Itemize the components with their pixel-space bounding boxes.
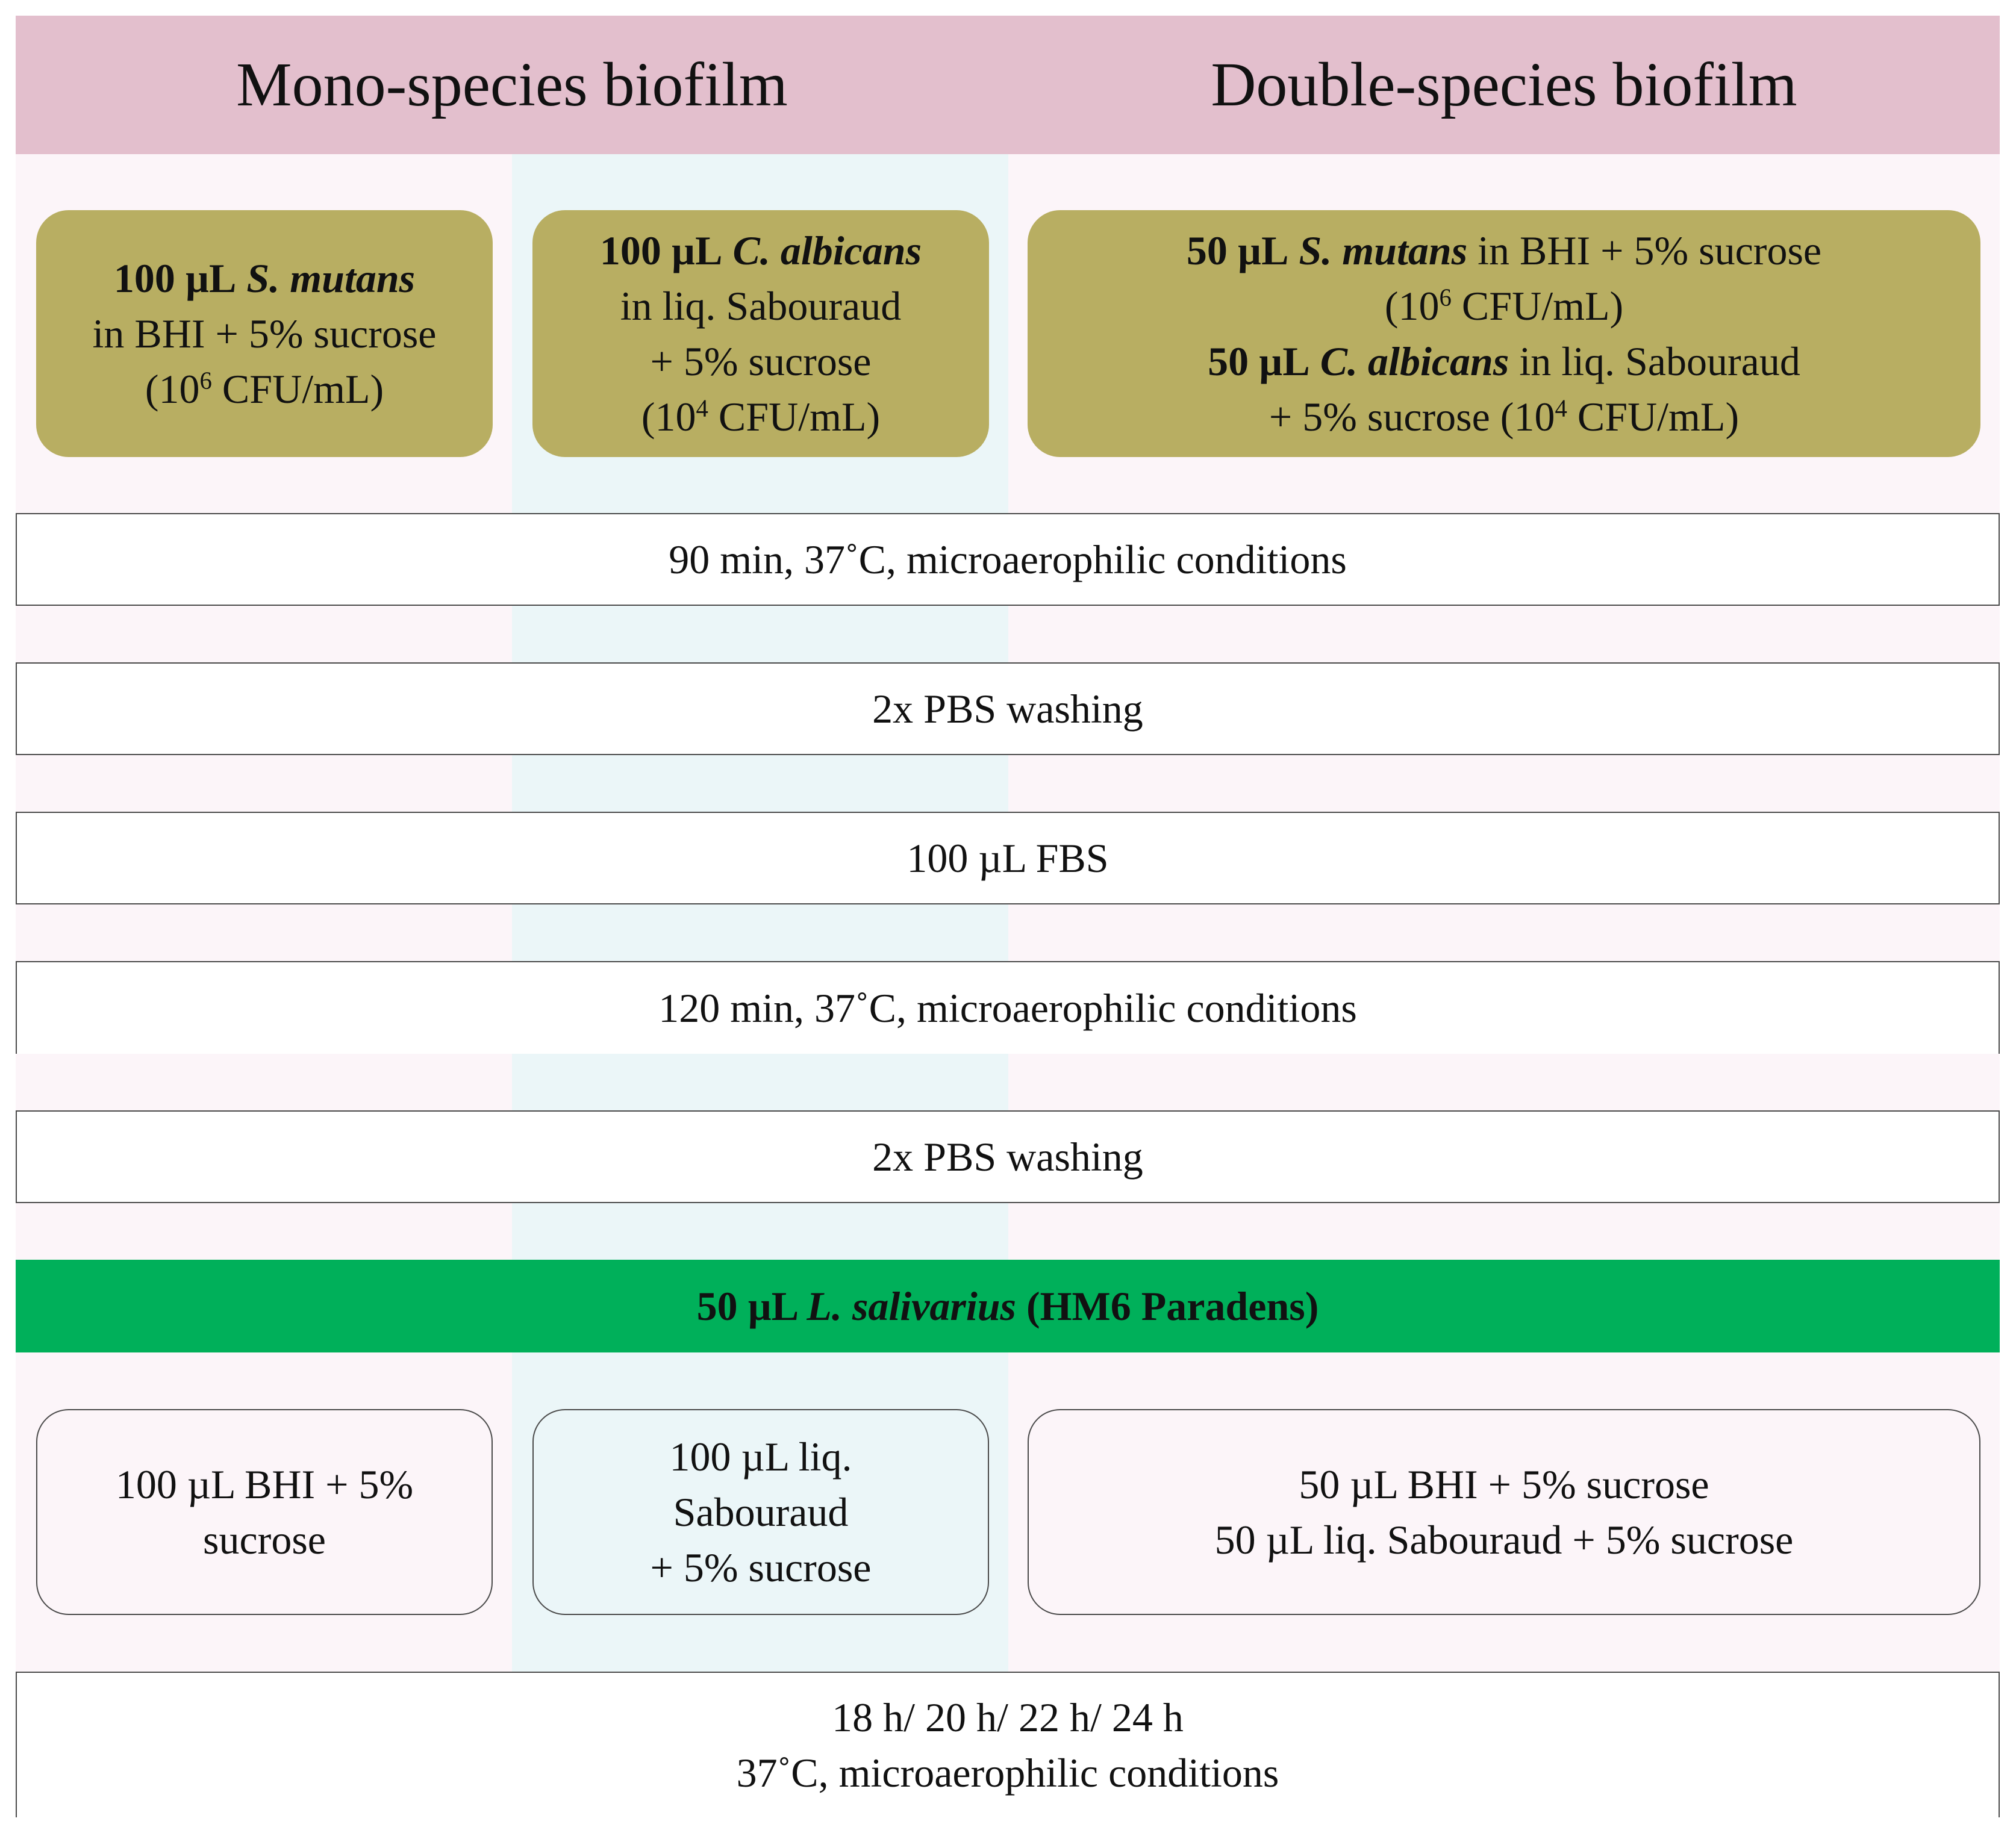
double-species-medium-box: 50 µL BHI + 5% sucrose 50 µL liq. Sabour… — [1028, 1409, 1980, 1615]
double-ca-concentration: + 5% sucrose (104 CFU/mL) — [1269, 394, 1740, 440]
c-albicans-inoculum-box: 100 µL C. albicans in liq. Sabouraud + 5… — [532, 210, 989, 457]
c-albicans-medium-line2: + 5% sucrose — [650, 338, 872, 384]
s-mutans-medium: in BHI + 5% sucrose — [92, 311, 437, 356]
header-bar: Mono-species biofilm Double-species biof… — [16, 16, 2000, 154]
probiotic-species: L. salivarius — [807, 1283, 1017, 1329]
c-albicans-inoculum-title: 100 µL C. albicans — [599, 228, 922, 273]
double-species-title: Double-species biofilm — [1211, 50, 1797, 119]
fbs-step: 100 µL FBS — [16, 812, 2000, 904]
probiotic-strain: (HM6 Paradens) — [1026, 1283, 1319, 1329]
c-albicans-medium-line1: in liq. Sabouraud — [620, 283, 902, 329]
double-species-inoculum-box: 50 µL S. mutans in BHI + 5% sucrose (106… — [1028, 210, 1980, 457]
s-mutans-inoculum-title: 100 µL S. mutans — [113, 255, 416, 301]
double-sm-inoculum: 50 µL S. mutans in BHI + 5% sucrose — [1186, 228, 1822, 273]
c-albicans-medium-box: 100 µL liq. Sabouraud + 5% sucrose — [532, 1409, 989, 1615]
mono-species-title: Mono-species biofilm — [236, 50, 788, 119]
double-sm-concentration: (106 CFU/mL) — [1384, 283, 1624, 329]
incubation-step-2: 120 min, 37˚C, microaerophilic condition… — [16, 961, 2000, 1054]
final-incubation-step: 18 h/ 20 h/ 22 h/ 24 h 37˚C, microaeroph… — [16, 1672, 2000, 1817]
s-mutans-concentration: (106 CFU/mL) — [145, 366, 384, 412]
pbs-washing-step-2: 2x PBS washing — [16, 1110, 2000, 1203]
biofilm-protocol-diagram: Mono-species biofilm Double-species biof… — [16, 16, 2000, 1817]
l-salivarius-probiotic-bar: 50 µL L. salivarius (HM6 Paradens) — [16, 1260, 2000, 1352]
probiotic-amount: 50 µL — [696, 1283, 797, 1329]
s-mutans-inoculum-box: 100 µL S. mutans in BHI + 5% sucrose (10… — [36, 210, 493, 457]
double-ca-inoculum: 50 µL C. albicans in liq. Sabouraud — [1208, 338, 1800, 384]
c-albicans-concentration: (104 CFU/mL) — [641, 394, 881, 440]
incubation-step-1: 90 min, 37˚C, microaerophilic conditions — [16, 513, 2000, 606]
s-mutans-medium-box: 100 µL BHI + 5% sucrose — [36, 1409, 493, 1615]
pbs-washing-step-1: 2x PBS washing — [16, 662, 2000, 755]
